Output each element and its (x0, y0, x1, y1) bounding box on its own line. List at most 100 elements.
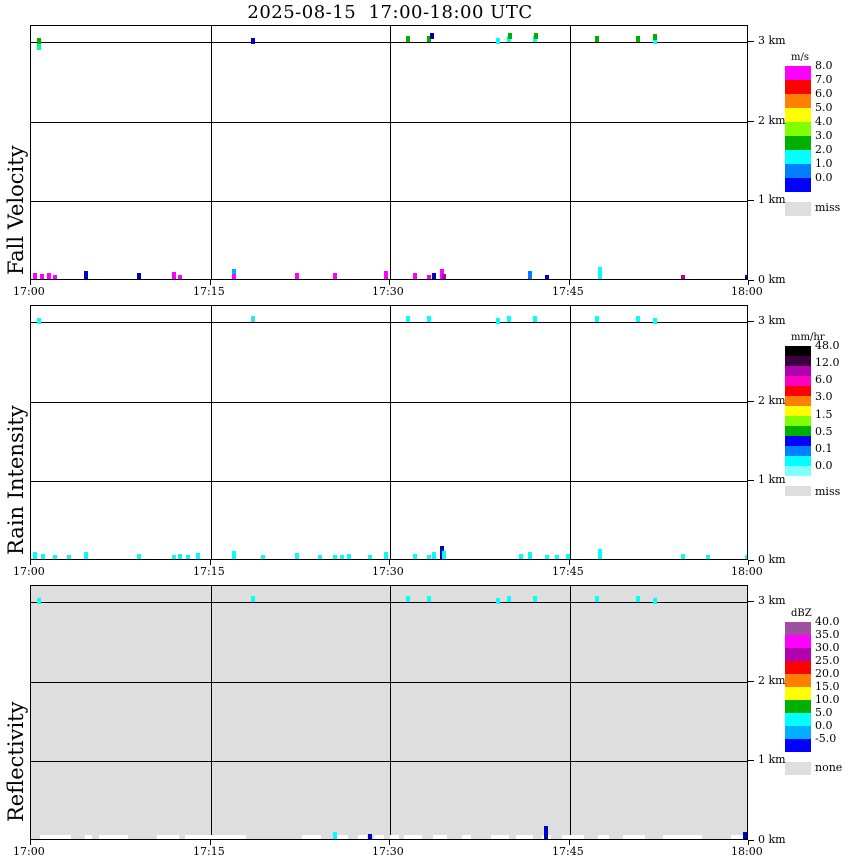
panel-reflectivity (30, 585, 748, 840)
x-axis-label: 18:00 (731, 285, 763, 298)
panel2-plot-area[interactable] (30, 305, 748, 560)
colorbar-swatch (785, 687, 811, 700)
x-axis-label: 17:15 (193, 285, 225, 298)
data-cell (595, 36, 599, 42)
colorbar-tick-label: 0.0 (815, 719, 833, 732)
y-axis-label: 1 km (758, 753, 786, 766)
colorbar-swatch (785, 726, 811, 739)
y-axis-label: 2 km (758, 114, 786, 127)
panel3-plot-area[interactable] (30, 585, 748, 840)
colorbar-tick-label: 1.5 (815, 408, 833, 421)
data-cell (251, 38, 255, 44)
colorbar-tick-label: 4.0 (815, 115, 833, 128)
no-data-strip (462, 835, 471, 839)
x-axis-tick (389, 560, 390, 565)
no-data-strip (185, 835, 246, 839)
data-cell (427, 316, 431, 322)
data-cell (427, 596, 431, 602)
x-axis-tick (210, 840, 211, 845)
data-cell (427, 555, 431, 559)
data-cell (67, 555, 71, 559)
no-data-strip (562, 835, 584, 839)
colorbar-tick-label: 3.0 (815, 390, 833, 403)
colorbar-tick-label: 12.0 (815, 356, 840, 369)
colorbar-tick-label: 5.0 (815, 706, 833, 719)
panel1-plot-area[interactable] (30, 25, 748, 280)
y-axis-tick (748, 401, 754, 402)
no-data-strip (404, 835, 422, 839)
no-data-strip (390, 835, 399, 839)
colorbar-swatch (785, 356, 811, 366)
data-cell (533, 316, 537, 322)
gridline-horizontal (31, 322, 747, 323)
data-cell (653, 598, 657, 604)
gridline-horizontal (31, 761, 747, 762)
data-cell (37, 44, 41, 50)
data-cell (33, 552, 37, 559)
data-cell (232, 274, 236, 279)
data-cell (496, 38, 500, 44)
no-data-strip (516, 835, 533, 839)
panel-rain-intensity (30, 305, 748, 560)
data-cell (33, 273, 37, 279)
no-data-strip (491, 835, 509, 839)
data-cell (519, 554, 523, 559)
colorbar-swatch (785, 456, 811, 466)
colorbar-missing-label: miss (815, 201, 841, 214)
panel1-axis-title: Fall Velocity (4, 145, 28, 275)
colorbar-swatch (785, 426, 811, 436)
data-cell (172, 272, 176, 279)
data-cell (41, 554, 45, 559)
data-cell (333, 832, 337, 839)
data-cell (251, 316, 255, 322)
data-cell (533, 36, 537, 42)
x-axis-label: 17:00 (13, 565, 45, 578)
data-cell (432, 552, 436, 559)
colorbar-swatch (785, 674, 811, 687)
data-cell (137, 273, 141, 279)
data-cell (496, 318, 500, 324)
data-cell (137, 554, 141, 559)
data-cell (507, 36, 511, 42)
y-axis-label: 0 km (758, 833, 786, 846)
data-cell (295, 553, 299, 559)
data-cell (196, 553, 200, 559)
gridline-horizontal (31, 402, 747, 403)
x-axis-tick (30, 560, 31, 565)
no-data-strip (85, 835, 92, 839)
no-data-strip (99, 835, 128, 839)
y-axis-tick (748, 121, 754, 122)
colorbar-swatch (785, 122, 811, 136)
data-cell (251, 596, 255, 602)
y-axis-label: 3 km (758, 314, 786, 327)
no-data-strip (302, 835, 321, 839)
colorbar-tick-label: 35.0 (815, 628, 840, 641)
colorbar-swatch (785, 406, 811, 416)
colorbar-swatch (785, 661, 811, 674)
data-cell (232, 551, 236, 559)
data-cell (37, 318, 41, 324)
colorbar-swatch (785, 416, 811, 426)
y-axis-label: 3 km (758, 34, 786, 47)
x-axis-label: 18:00 (731, 565, 763, 578)
colorbar-swatch (785, 108, 811, 122)
data-cell (406, 596, 410, 602)
colorbar-tick-label: 30.0 (815, 641, 840, 654)
y-axis-tick (748, 41, 754, 42)
x-axis-label: 17:45 (552, 845, 584, 858)
x-axis-label: 17:00 (13, 285, 45, 298)
y-axis-tick (748, 321, 754, 322)
data-cell (636, 316, 640, 322)
data-cell (442, 551, 446, 559)
colorbar-missing-label: none (815, 761, 843, 774)
data-cell (432, 273, 436, 279)
colorbar-tick-label: 0.0 (815, 459, 833, 472)
data-cell (40, 274, 44, 279)
x-axis-tick (30, 840, 31, 845)
gridline-horizontal (31, 602, 747, 603)
colorbar-tick-label: 5.0 (815, 101, 833, 114)
gridline-horizontal (31, 682, 747, 683)
page-title: 2025-08-15 17:00-18:00 UTC (247, 2, 533, 23)
data-cell (333, 555, 337, 559)
y-axis-label: 1 km (758, 473, 786, 486)
